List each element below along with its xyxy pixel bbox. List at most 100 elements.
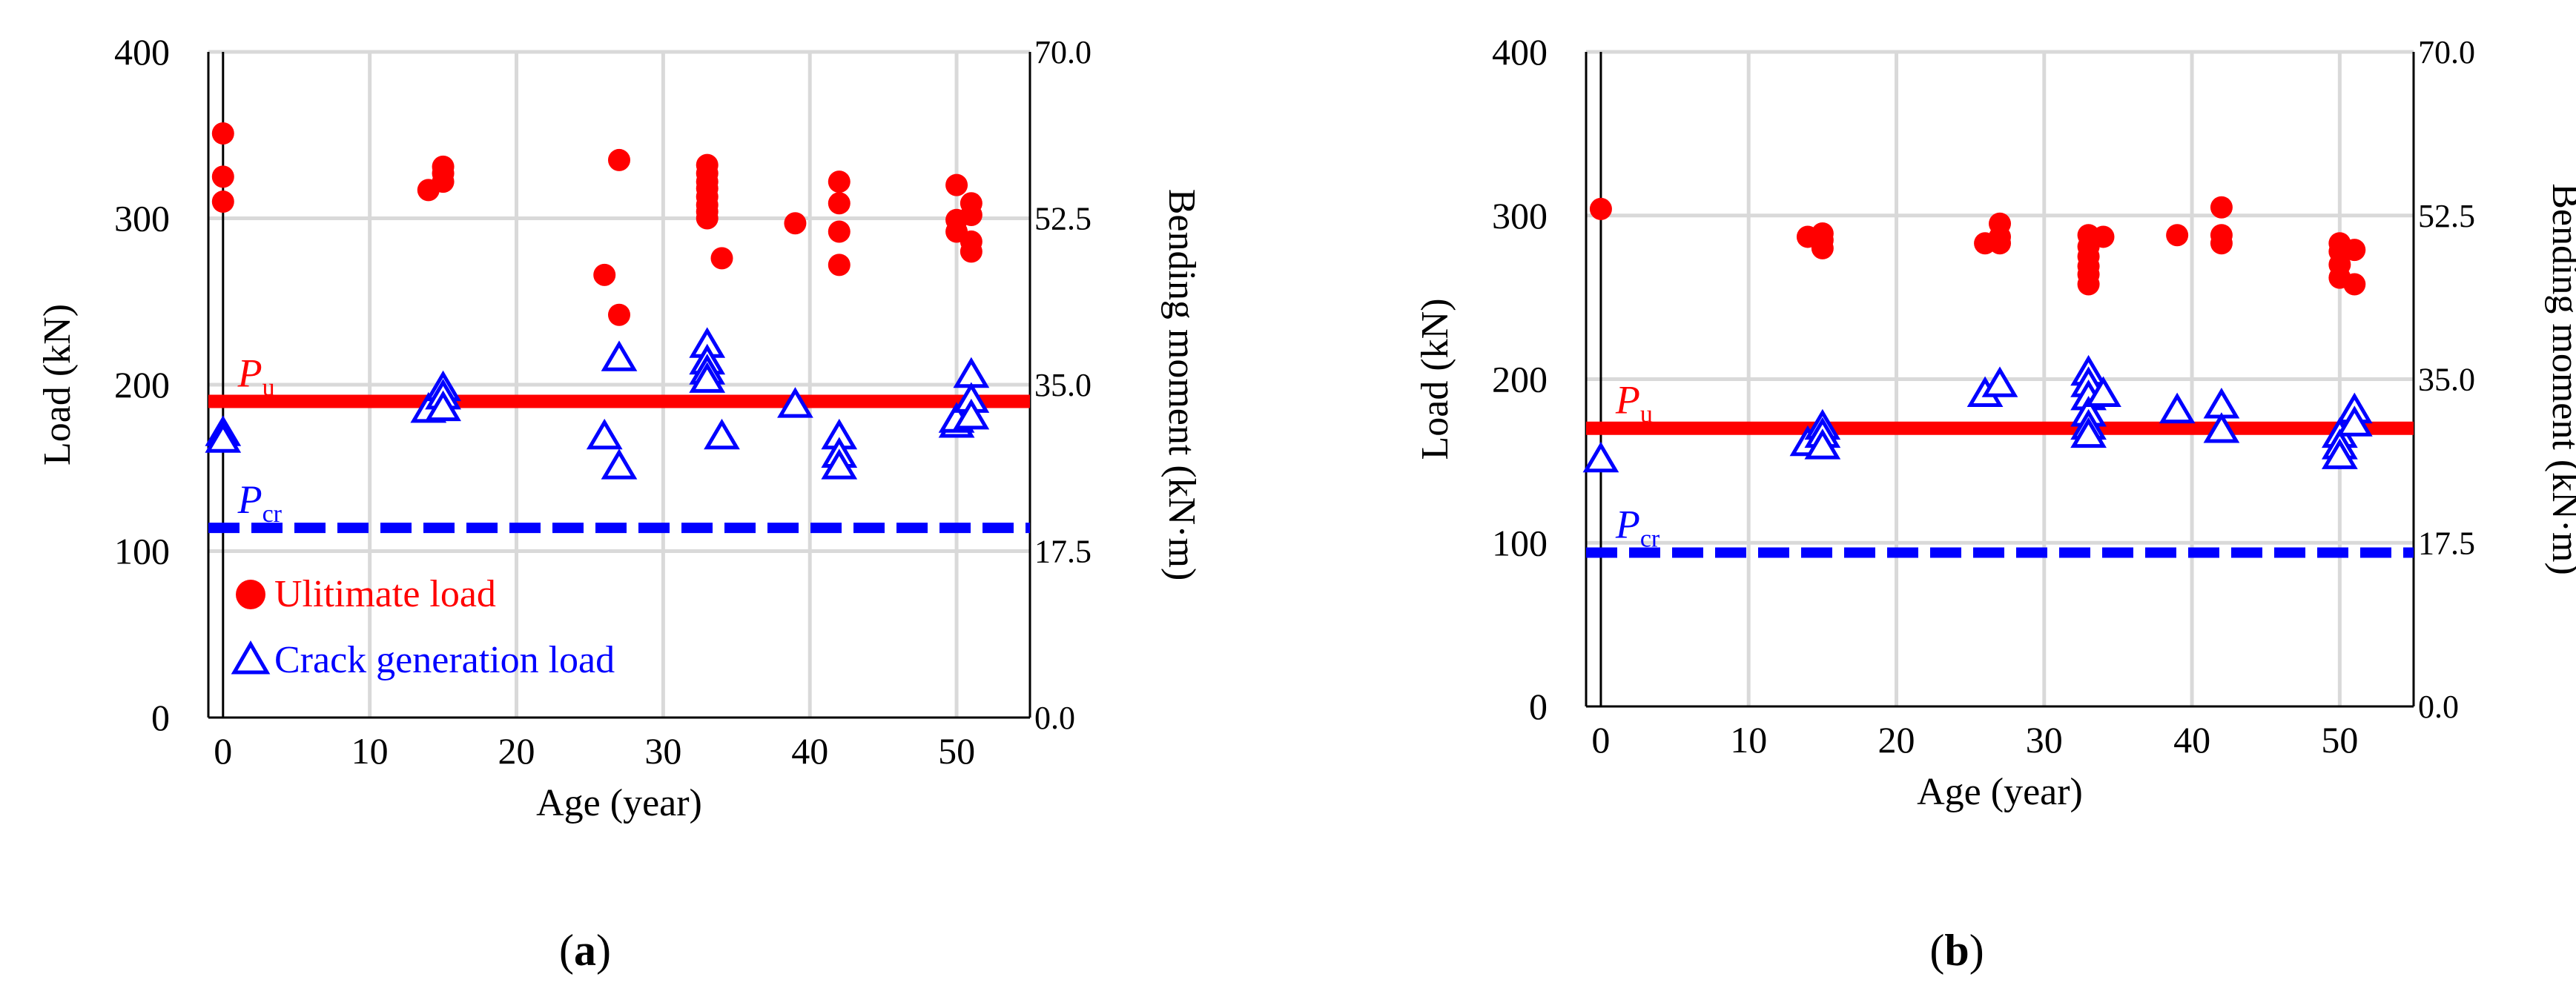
y2-tick-label: 17.5 <box>1034 534 1092 570</box>
ultimate-load-point <box>608 148 630 171</box>
y2-tick-label: 35.0 <box>2418 362 2475 398</box>
crack-load-point <box>586 418 623 450</box>
panel-label-open: ( <box>559 926 574 975</box>
crack-load-point <box>777 387 813 418</box>
y2-tick-label: 0.0 <box>2418 689 2459 725</box>
x-tick-label: 20 <box>1878 719 1915 761</box>
y-tick-label: 200 <box>1492 359 1548 400</box>
y-tick-label: 100 <box>114 531 170 572</box>
y-axis-title: Load (kN) <box>1414 298 1456 460</box>
ultimate-load-point <box>960 240 982 263</box>
y2-axis-title: Bending moment (kN·m) <box>1160 189 1203 581</box>
ultimate-load-point <box>432 170 455 193</box>
reference-label-subscript: u <box>1640 401 1653 428</box>
x-tick-label: 50 <box>938 730 975 772</box>
legend-label: Crack generation load <box>274 639 615 681</box>
y-tick-label: 200 <box>114 364 170 405</box>
panel-label-letter: b <box>1944 926 1969 975</box>
ultimate-load-point <box>2210 232 2233 255</box>
ultimate-load-point <box>1989 232 2011 255</box>
ultimate-load-point <box>784 212 807 235</box>
ultimate-load-point <box>2077 273 2100 296</box>
ultimate-load-point <box>828 254 851 276</box>
ultimate-load-point <box>696 207 719 230</box>
y-axis-title: Load (kN) <box>36 304 79 466</box>
x-tick-label: 10 <box>351 730 389 772</box>
crack-load-point <box>1582 441 1619 473</box>
ultimate-load-point <box>211 191 234 213</box>
crack-load-series <box>1582 354 2373 473</box>
legend-triangle-icon <box>231 640 271 675</box>
crack-load-point <box>425 390 461 422</box>
legend-label: Ulitimate load <box>274 573 496 615</box>
crack-load-point <box>601 340 638 371</box>
crack-load-point <box>2070 417 2107 448</box>
y2-tick-label: 70.0 <box>1034 34 1092 70</box>
crack-load-point <box>689 362 726 393</box>
y2-tick-label: 35.0 <box>1034 367 1092 403</box>
y2-tick-label: 70.0 <box>2418 34 2475 70</box>
panel-label-letter: a <box>574 926 596 975</box>
crack-load-point <box>601 448 638 480</box>
crack-load-point <box>2203 412 2240 443</box>
crack-reference-label: Pcr <box>237 477 283 528</box>
ultimate-reference-label: Pu <box>237 351 275 401</box>
reference-label-subscript: cr <box>262 500 283 528</box>
y2-axis-title: Bending moment (kN·m) <box>2544 183 2576 575</box>
panel-label-close: ) <box>596 926 611 975</box>
crack-load-point <box>821 448 858 480</box>
legend: Ulitimate load Crack generation load <box>231 573 615 681</box>
y-tick-label: 300 <box>114 198 170 239</box>
crack-load-point <box>953 398 990 430</box>
y-tick-label: 400 <box>1492 31 1548 73</box>
ultimate-load-point <box>828 220 851 243</box>
ultimate-load-point <box>1811 236 1834 259</box>
reference-label-symbol: P <box>1615 378 1640 423</box>
ultimate-load-point <box>2343 273 2366 296</box>
y2-tick-label: 52.5 <box>1034 201 1092 237</box>
ultimate-load-point <box>593 263 616 286</box>
crack-load-point <box>1804 428 1841 460</box>
crack-load-point <box>704 418 740 450</box>
ultimate-load-point <box>828 170 851 193</box>
y2-tick-label: 0.0 <box>1034 700 1075 736</box>
crack-load-point <box>205 422 242 453</box>
ultimate-load-point <box>608 303 630 326</box>
crack-load-point <box>2159 392 2196 424</box>
x-tick-label: 30 <box>2026 719 2063 761</box>
x-tick-label: 10 <box>1730 719 1767 761</box>
crack-reference-label: Pcr <box>1615 502 1660 552</box>
crack-load-point <box>2336 405 2373 437</box>
y-tick-label: 400 <box>114 31 170 73</box>
panel-label: (a) <box>559 926 611 975</box>
reference-label-subscript: u <box>262 374 275 401</box>
crack-load-point <box>1981 366 2018 397</box>
ultimate-load-point <box>960 204 982 227</box>
reference-label-subscript: cr <box>1640 525 1660 552</box>
chart-panel-1: 0 10 20 30 40 50 0 100 200 300 400 0.0 17.5 35.0 52.5 7… <box>36 31 1203 975</box>
x-axis-title: Age (year) <box>536 782 702 824</box>
x-tick-label: 40 <box>791 730 828 772</box>
x-axis-title: Age (year) <box>1917 771 2083 813</box>
legend-circle-icon <box>236 580 265 609</box>
ultimate-load-point <box>2343 239 2366 262</box>
ultimate-load-point <box>2210 196 2233 219</box>
x-tick-label: 20 <box>498 730 535 772</box>
x-tick-label: 0 <box>1591 719 1610 761</box>
crack-load-series <box>205 327 990 480</box>
crack-load-point <box>2085 376 2121 407</box>
panel-label-close: ) <box>1969 926 1984 975</box>
x-tick-label: 40 <box>2173 719 2210 761</box>
y-tick-label: 0 <box>1529 686 1548 727</box>
x-tick-label: 30 <box>644 730 681 772</box>
y2-tick-label: 17.5 <box>2418 525 2475 561</box>
chart-panel-2: 0 10 20 30 40 50 0 100 200 300 400 0.0 17.5 35.0 52.5 7… <box>1414 31 2576 975</box>
ultimate-load-point <box>211 165 234 188</box>
crack-load-point <box>2321 438 2358 469</box>
reference-label-symbol: P <box>237 477 262 522</box>
ultimate-load-series <box>1589 196 2366 296</box>
reference-label-symbol: P <box>237 351 262 395</box>
x-tick-label: 0 <box>214 730 232 772</box>
